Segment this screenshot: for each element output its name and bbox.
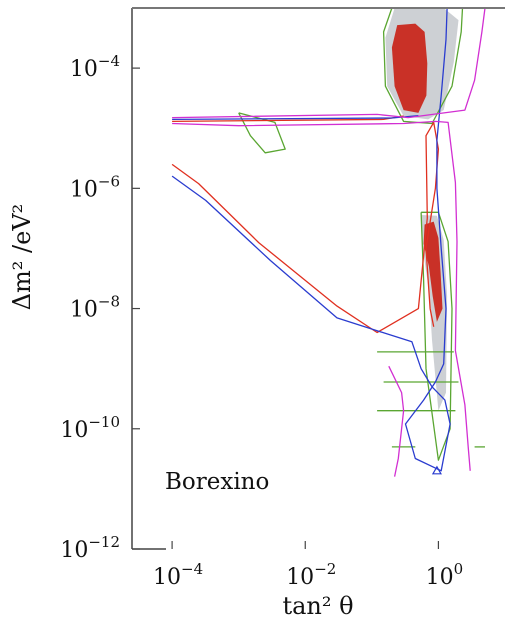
- contour-lines: [171, 7, 486, 477]
- contour-line: [172, 7, 486, 119]
- y-tick-label: 10−10: [60, 413, 120, 443]
- x-tick-label: 10−2: [286, 560, 336, 590]
- x-axis-title: tan² θ: [282, 592, 353, 620]
- contour-line: [171, 7, 451, 472]
- contour-line: [171, 121, 440, 334]
- contour-line: [172, 120, 471, 471]
- contour-line: [172, 114, 419, 121]
- filled-region: [423, 221, 443, 322]
- y-axis-title: Δm² /eV²: [8, 204, 36, 311]
- x-tick-label: 100: [426, 560, 464, 590]
- contour-line: [388, 365, 405, 477]
- x-ticks: 10−4 10−2 100: [153, 541, 463, 590]
- x-tick-label: 10−4: [153, 560, 203, 590]
- filled-region: [391, 23, 428, 113]
- y-tick-label: 10−6: [70, 172, 120, 202]
- markers: [431, 465, 442, 475]
- marker-point: [431, 465, 442, 475]
- y-ticks: 10−4 10−6 10−8 10−10 10−12: [60, 52, 140, 563]
- y-tick-label: 10−8: [70, 293, 120, 323]
- contour-line: [420, 211, 453, 461]
- y-tick-label: 10−12: [60, 533, 120, 563]
- y-tick-label: 10−4: [70, 52, 120, 82]
- borexino-label: Borexino: [165, 469, 269, 495]
